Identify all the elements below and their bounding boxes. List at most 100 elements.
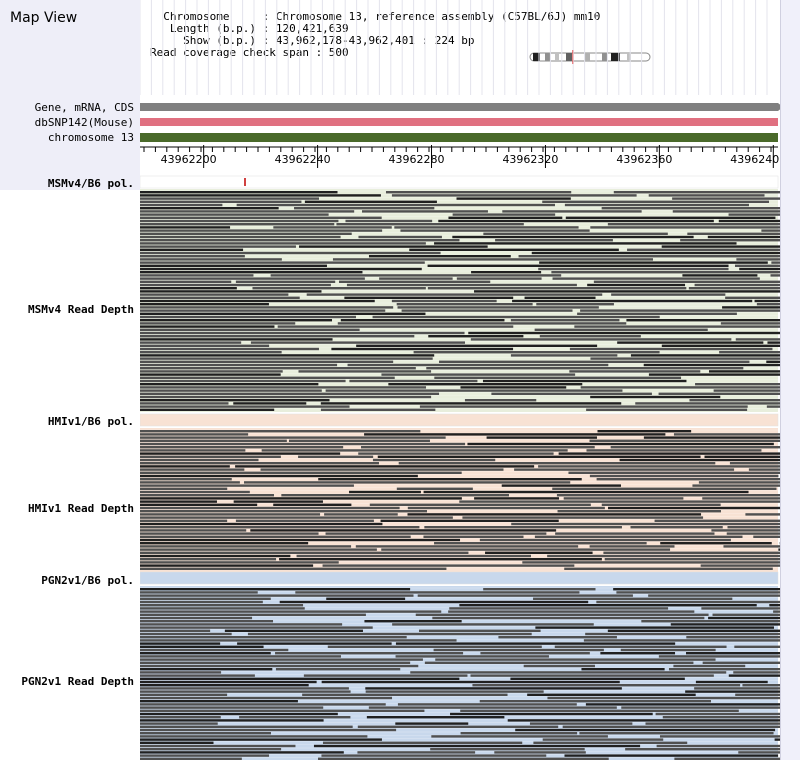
read-alignment[interactable] <box>596 478 800 481</box>
read-alignment[interactable] <box>298 370 432 373</box>
read-alignment[interactable] <box>325 532 547 535</box>
read-alignment[interactable] <box>140 287 237 290</box>
read-alignment[interactable] <box>224 629 363 632</box>
read-alignment[interactable] <box>589 545 675 548</box>
read-alignment[interactable] <box>140 513 321 516</box>
read-alignment[interactable] <box>275 652 464 655</box>
read-alignment[interactable] <box>617 341 764 344</box>
read-alignment[interactable] <box>626 319 785 322</box>
read-alignment[interactable] <box>140 516 453 519</box>
read-alignment[interactable] <box>460 386 567 389</box>
read-alignment[interactable] <box>345 219 433 223</box>
read-alignment[interactable] <box>140 452 341 455</box>
read-alignment[interactable] <box>501 484 621 487</box>
read-alignment[interactable] <box>630 526 723 529</box>
read-alignment[interactable] <box>140 648 289 652</box>
read-alignment[interactable] <box>613 588 800 591</box>
read-alignment[interactable] <box>645 722 800 725</box>
read-alignment[interactable] <box>332 258 653 261</box>
read-alignment[interactable] <box>140 242 426 245</box>
read-alignment[interactable] <box>611 293 726 296</box>
read-alignment[interactable] <box>590 395 721 399</box>
read-alignment[interactable] <box>140 613 366 616</box>
read-alignment[interactable] <box>635 402 800 405</box>
read-alignment[interactable] <box>140 658 423 661</box>
read-alignment[interactable] <box>424 661 694 664</box>
read-alignment[interactable] <box>472 684 741 687</box>
read-alignment[interactable] <box>510 354 618 357</box>
read-alignment[interactable] <box>555 532 715 535</box>
read-alignment[interactable] <box>357 751 476 754</box>
read-alignment[interactable] <box>727 526 800 529</box>
read-alignment[interactable] <box>589 474 779 478</box>
read-alignment[interactable] <box>140 748 282 751</box>
read-alignment[interactable] <box>510 677 685 680</box>
read-alignment[interactable] <box>535 626 774 629</box>
read-alignment[interactable] <box>140 494 274 497</box>
read-alignment[interactable] <box>474 290 796 293</box>
read-alignment[interactable] <box>417 594 633 597</box>
read-alignment[interactable] <box>689 399 800 402</box>
read-alignment[interactable] <box>140 503 258 506</box>
read-alignment[interactable] <box>288 439 430 442</box>
read-alignment[interactable] <box>419 405 748 408</box>
read-alignment[interactable] <box>295 591 580 594</box>
read-alignment[interactable] <box>140 604 304 607</box>
read-alignment[interactable] <box>324 513 398 516</box>
read-alignment[interactable] <box>140 213 329 216</box>
read-alignment[interactable] <box>299 245 488 248</box>
read-alignment[interactable] <box>140 248 244 251</box>
read-alignment[interactable] <box>140 395 432 399</box>
read-alignment[interactable] <box>423 490 749 494</box>
read-alignment[interactable] <box>140 392 440 395</box>
read-alignment[interactable] <box>140 436 446 439</box>
read-alignment[interactable] <box>140 632 232 636</box>
read-alignment[interactable] <box>140 290 322 293</box>
read-alignment[interactable] <box>682 274 758 277</box>
read-alignment[interactable] <box>140 223 335 226</box>
read-alignment[interactable] <box>140 219 339 223</box>
read-alignment[interactable] <box>648 373 800 376</box>
read-alignment[interactable] <box>726 532 800 535</box>
read-alignment[interactable] <box>518 255 800 258</box>
read-alignment[interactable] <box>140 207 279 210</box>
read-alignment[interactable] <box>435 658 716 661</box>
read-alignment[interactable] <box>349 379 478 383</box>
read-alignment[interactable] <box>250 341 465 344</box>
read-alignment[interactable] <box>396 303 533 306</box>
read-alignment[interactable] <box>495 239 613 242</box>
read-alignment[interactable] <box>140 383 319 386</box>
read-alignment[interactable] <box>140 235 341 239</box>
read-alignment[interactable] <box>140 610 442 613</box>
read-alignment[interactable] <box>581 668 665 671</box>
read-alignment[interactable] <box>140 620 274 623</box>
read-alignment[interactable] <box>140 341 242 344</box>
read-alignment[interactable] <box>140 442 466 446</box>
read-alignment[interactable] <box>398 462 716 465</box>
read-alignment[interactable] <box>140 728 397 732</box>
read-alignment[interactable] <box>140 693 228 696</box>
read-alignment[interactable] <box>502 210 642 213</box>
read-alignment[interactable] <box>369 503 591 506</box>
read-alignment[interactable] <box>523 664 595 668</box>
read-alignment[interactable] <box>339 280 491 283</box>
read-alignment[interactable] <box>498 636 617 639</box>
read-alignment[interactable] <box>140 554 291 558</box>
read-alignment[interactable] <box>397 306 599 309</box>
read-alignment[interactable] <box>140 474 418 478</box>
read-alignment[interactable] <box>748 468 800 471</box>
read-alignment[interactable] <box>140 245 296 248</box>
read-alignment[interactable] <box>551 271 783 274</box>
read-alignment[interactable] <box>140 687 349 690</box>
read-alignment[interactable] <box>347 363 609 367</box>
read-alignment[interactable] <box>449 607 669 610</box>
read-alignment[interactable] <box>140 594 414 597</box>
read-alignment[interactable] <box>460 709 739 712</box>
read-alignment[interactable] <box>734 645 800 648</box>
read-alignment[interactable] <box>514 468 735 471</box>
read-alignment[interactable] <box>377 455 701 458</box>
read-alignment[interactable] <box>456 197 571 200</box>
read-alignment[interactable] <box>140 588 411 591</box>
read-alignment[interactable] <box>580 309 800 312</box>
read-alignment[interactable] <box>140 751 344 754</box>
